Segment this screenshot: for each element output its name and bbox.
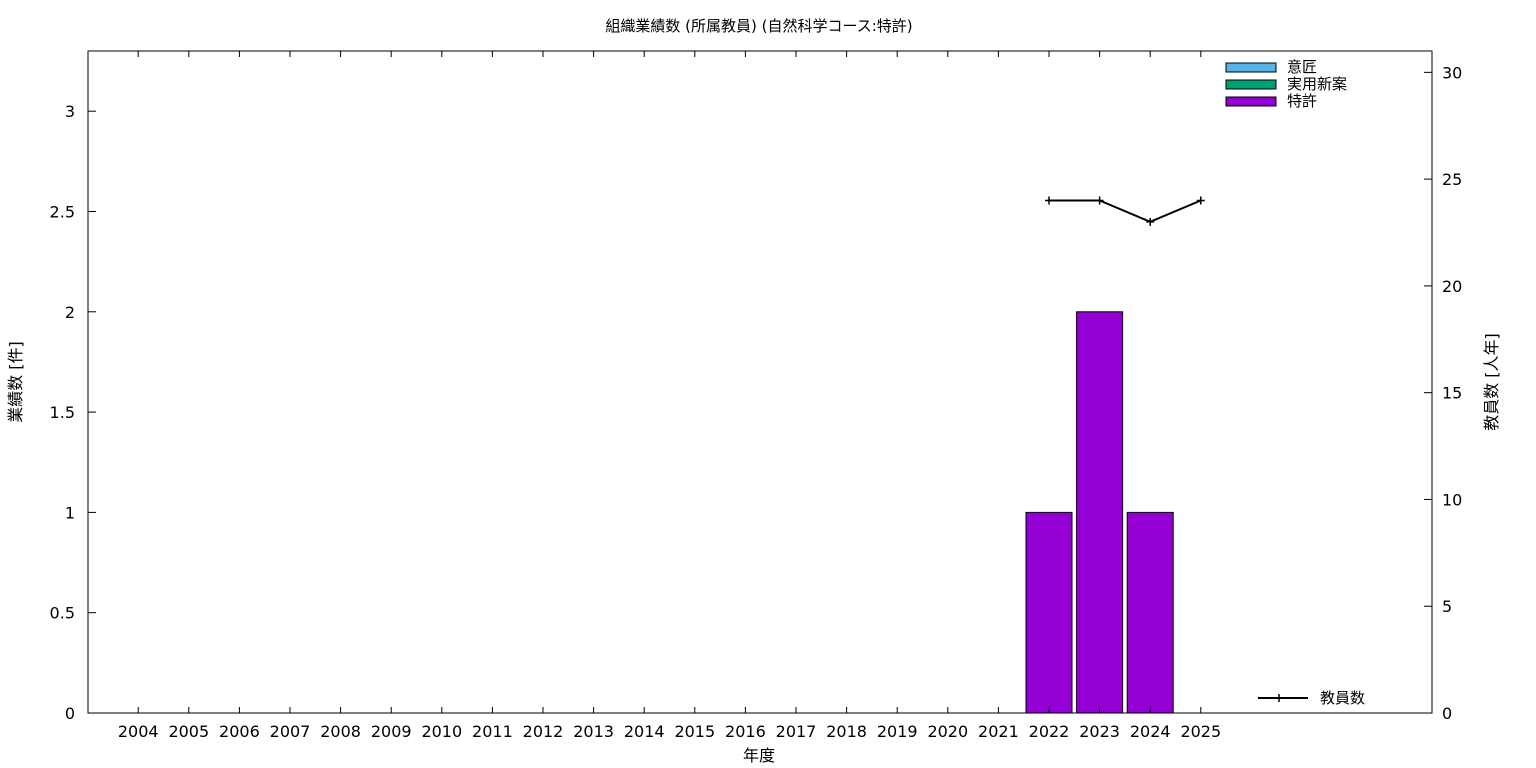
x-tick-label-2010: 2010	[421, 722, 462, 741]
staff-point-2024	[1146, 217, 1155, 226]
x-axis: 2004 2005 2006 2007 2008 2009 2010 2011 2012 2013…	[118, 51, 1221, 741]
legend-swatch-0	[1225, 62, 1277, 73]
x-tick-label-2004: 2004	[118, 722, 159, 741]
y-tick-label-2: 2	[65, 303, 75, 322]
legend-label-2: 特許	[1287, 92, 1317, 110]
x-tick-label-2007: 2007	[270, 722, 311, 741]
y2-tick-label-10: 10	[1442, 490, 1462, 509]
staff-point-2025	[1196, 196, 1205, 205]
x-tick-label-2019: 2019	[877, 722, 918, 741]
x-tick-label-2013: 2013	[573, 722, 614, 741]
y-tick-label-0: 0	[65, 704, 75, 723]
chart-title: 組織業績数 (所属教員) (自然科学コース:特許)	[605, 17, 912, 35]
bar-2024	[1126, 511, 1174, 714]
y2-axis: 0 5 10 15 20 25 30	[1424, 63, 1462, 723]
bars	[1025, 311, 1174, 714]
staff-line-path	[1049, 199, 1202, 223]
y-tick-label-0.5: 0.5	[50, 604, 75, 623]
x-tick-label-2005: 2005	[168, 722, 209, 741]
y2-tick-label-30: 30	[1442, 63, 1462, 82]
staff-point-2023	[1095, 196, 1104, 205]
x-tick-label-2022: 2022	[1029, 722, 1070, 741]
x-tick-label-2015: 2015	[674, 722, 715, 741]
y-tick-label-1: 1	[65, 503, 75, 522]
y2-axis-label: 教員数 [人年]	[1482, 333, 1501, 431]
y2-tick-label-15: 15	[1442, 384, 1462, 403]
y-axis: 0 0.5 1 1.5 2 2.5 3	[50, 102, 96, 723]
x-axis-label: 年度	[743, 746, 775, 765]
y2-tick-label-0: 0	[1442, 704, 1452, 723]
plot-frame	[87, 50, 1433, 714]
y-tick-label-3: 3	[65, 102, 75, 121]
x-tick-label-2017: 2017	[776, 722, 817, 741]
x-tick-label-2025: 2025	[1180, 722, 1221, 741]
x-tick-label-2016: 2016	[725, 722, 766, 741]
x-tick-label-2021: 2021	[978, 722, 1019, 741]
staff-point-2022	[1045, 196, 1053, 205]
y-tick-label-1.5: 1.5	[50, 403, 75, 422]
x-tick-label-2006: 2006	[219, 722, 260, 741]
bar-2023	[1076, 311, 1124, 714]
y-axis-label: 業績数 [件]	[6, 341, 25, 423]
x-tick-label-2008: 2008	[320, 722, 361, 741]
bar-2022	[1025, 511, 1073, 714]
x-tick-label-2014: 2014	[624, 722, 665, 741]
y2-tick-label-20: 20	[1442, 277, 1462, 296]
staff-line	[1045, 196, 1205, 226]
legend-swatch-1	[1225, 79, 1277, 90]
x-tick-label-2024: 2024	[1130, 722, 1171, 741]
x-tick-label-2009: 2009	[371, 722, 412, 741]
x-tick-label-2012: 2012	[523, 722, 564, 741]
y2-tick-label-25: 25	[1442, 170, 1462, 189]
y2-tick-label-5: 5	[1442, 597, 1452, 616]
legend-swatch-2	[1225, 96, 1277, 107]
legend-label-1: 実用新案	[1287, 75, 1347, 93]
legend-label-0: 意匠	[1287, 58, 1317, 76]
legend-line-label: 教員数	[1320, 689, 1365, 707]
x-tick-label-2023: 2023	[1079, 722, 1120, 741]
x-tick-label-2011: 2011	[472, 722, 513, 741]
x-tick-label-2018: 2018	[826, 722, 867, 741]
y-tick-label-2.5: 2.5	[50, 202, 75, 221]
x-tick-label-2020: 2020	[927, 722, 968, 741]
